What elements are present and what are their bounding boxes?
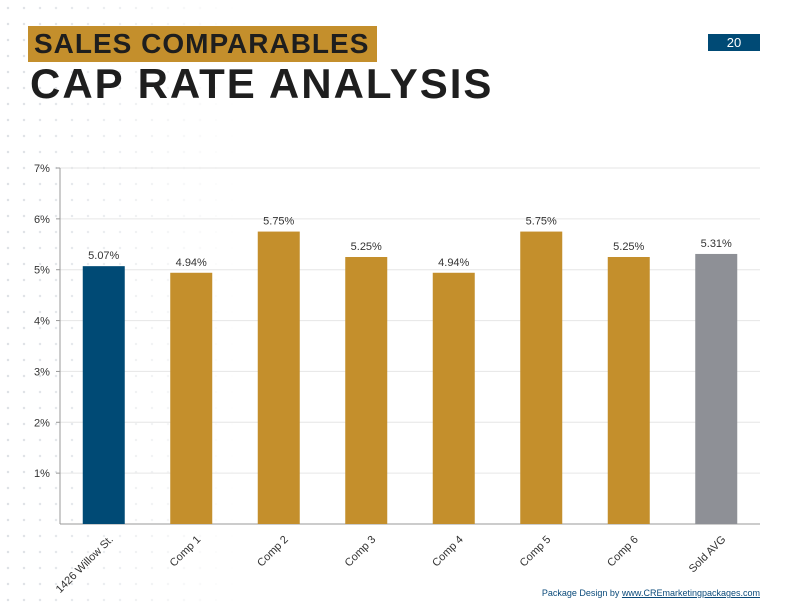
x-tick-label: Comp 1 bbox=[168, 534, 204, 570]
data-label: 4.94% bbox=[438, 257, 469, 269]
bar bbox=[607, 257, 650, 524]
x-tick-label: Comp 4 bbox=[430, 534, 466, 570]
y-tick-label: 7% bbox=[34, 163, 50, 175]
data-label: 5.31% bbox=[701, 238, 732, 250]
bar bbox=[520, 231, 563, 525]
x-tick-label: Comp 2 bbox=[255, 534, 291, 570]
footer-credit: Package Design by www.CREmarketingpackag… bbox=[542, 588, 760, 598]
bar bbox=[432, 272, 475, 524]
footer-link[interactable]: www.CREmarketingpackages.com bbox=[621, 588, 760, 598]
section-label: SALES COMPARABLES bbox=[28, 26, 378, 62]
y-tick-label: 3% bbox=[34, 366, 50, 378]
x-tick-label: Comp 3 bbox=[343, 534, 379, 570]
x-tick-label: Sold AVG bbox=[687, 534, 729, 576]
page-number-badge: 20 bbox=[708, 34, 760, 51]
y-tick-label: 6% bbox=[34, 214, 50, 226]
x-tick-label: Comp 6 bbox=[605, 534, 641, 570]
y-tick-label: 5% bbox=[34, 265, 50, 277]
bar bbox=[170, 272, 213, 524]
y-tick-label: 1% bbox=[34, 468, 50, 480]
data-label: 4.94% bbox=[176, 257, 207, 269]
bar bbox=[257, 231, 300, 525]
data-label: 5.07% bbox=[88, 250, 119, 262]
bar bbox=[345, 257, 388, 524]
page-title: CAP RATE ANALYSIS bbox=[30, 60, 494, 107]
data-label: 5.75% bbox=[526, 216, 557, 228]
bar bbox=[82, 266, 125, 524]
y-tick-label: 4% bbox=[34, 316, 50, 328]
bar bbox=[695, 253, 738, 524]
data-label: 5.25% bbox=[613, 241, 644, 253]
x-tick-label: 1426 Willow St. bbox=[54, 534, 116, 596]
x-tick-label: Comp 5 bbox=[518, 534, 554, 570]
data-label: 5.25% bbox=[351, 241, 382, 253]
footer-prefix: Package Design by bbox=[541, 588, 622, 598]
y-tick-label: 2% bbox=[34, 417, 50, 429]
data-label: 5.75% bbox=[263, 216, 294, 228]
